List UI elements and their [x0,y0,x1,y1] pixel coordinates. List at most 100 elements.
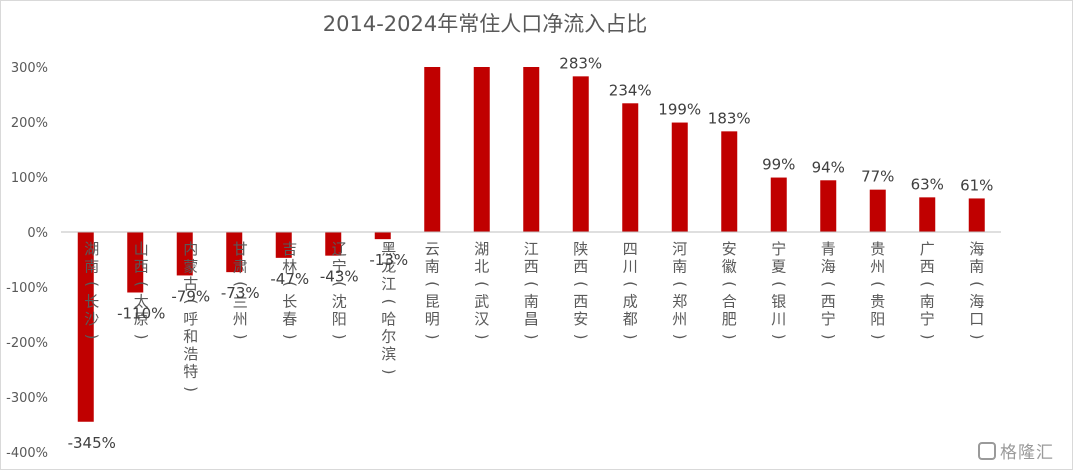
category-label: 云 [425,240,440,258]
category-label: ( [83,281,101,287]
category-label: ( [621,281,639,287]
category-label: 川 [623,258,638,276]
category-label: 西 [920,258,935,276]
bar [77,232,94,422]
category-label: 四 [623,240,638,258]
category-label: 宁 [920,310,935,328]
category-label: 阳 [870,310,885,328]
category-label: ) [132,334,150,340]
y-tick-label: -300% [6,391,48,406]
bar [721,131,738,232]
data-label: -79% [171,287,210,305]
chart-title: 2014-2024年常住人口净流入占比 [323,12,647,36]
bar [968,198,985,232]
data-label: 183% [708,109,751,127]
bars [77,67,985,422]
category-label: ) [182,386,200,392]
category-label: 州 [233,310,248,328]
category-label: ) [380,369,398,375]
category-label: ( [572,281,590,287]
bar [473,67,490,232]
category-label: ) [522,334,540,340]
category-label: 西 [573,293,588,311]
category-labels: 湖南(长沙)山西(太原)内蒙古(呼和浩特)甘肃(兰州)吉林(长春)辽宁(沈阳)黑… [83,240,986,392]
bar [820,180,837,232]
category-label: ( [380,299,398,305]
category-label: 海 [821,258,836,276]
category-label: 西 [524,258,539,276]
data-label: 61% [960,176,993,194]
category-label: 沈 [332,293,347,311]
category-label: 古 [183,275,198,293]
bar [572,76,589,232]
category-label: 宁 [771,240,786,258]
category-label: ) [423,334,441,340]
category-label: 宁 [821,310,836,328]
category-label: 湖 [474,240,489,258]
category-label: 滨 [381,345,396,363]
category-label: 浩 [183,345,198,363]
data-label: -47% [270,270,309,288]
category-label: 银 [771,293,786,311]
category-label: 原 [134,310,149,328]
category-label: 吉 [282,240,297,258]
category-label: ( [770,281,788,287]
category-label: 呼 [183,310,198,328]
category-label: 哈 [381,310,396,328]
category-label: ) [281,334,299,340]
category-label: 海 [969,240,984,258]
y-tick-label: 300% [11,61,48,76]
bar [671,122,688,232]
category-label: ( [968,281,986,287]
bar [325,232,342,256]
data-label: 77% [861,168,894,186]
category-label: ) [918,334,936,340]
bar [523,67,540,232]
y-tick-label: -200% [6,336,48,351]
category-label: 贵 [870,293,885,311]
bar [226,232,243,273]
category-label: 辽 [332,240,347,258]
category-label: 西 [821,293,836,311]
category-label: 河 [672,240,687,258]
category-label: 肥 [722,310,737,328]
category-label: 汉 [474,310,489,328]
data-label: -345% [68,434,116,452]
category-label: 宁 [332,258,347,276]
category-label: 北 [474,258,489,276]
category-label: ) [671,334,689,340]
category-label: 南 [672,258,687,276]
watermark-logo: 格隆汇 [978,438,1054,463]
data-label: -43% [320,268,359,286]
category-label: 和 [183,328,198,346]
bar [374,232,391,240]
category-label: 黑 [381,240,396,258]
category-label: 南 [425,258,440,276]
category-label: 林 [282,258,297,276]
category-label: ( [720,281,738,287]
category-label: ( [132,281,150,287]
category-label: 安 [573,310,588,328]
bar [127,232,144,293]
bar [770,177,787,232]
data-label: 94% [812,158,845,176]
category-label: 夏 [771,258,786,276]
category-label: 安 [722,240,737,258]
y-tick-label: 200% [11,116,48,131]
category-label: 陕 [573,240,588,258]
category-label: ) [621,334,639,340]
data-label: 283% [559,54,602,72]
category-label: 太 [134,293,149,311]
category-label: 徽 [722,258,737,276]
data-label: 99% [762,156,795,174]
category-label: 龙 [381,258,396,276]
bar [275,232,292,258]
category-label: 湖 [84,240,99,258]
category-label: 口 [969,310,984,328]
category-label: 海 [969,293,984,311]
category-label: 春 [282,310,297,328]
category-label: 昌 [524,310,539,328]
bar [176,232,193,276]
